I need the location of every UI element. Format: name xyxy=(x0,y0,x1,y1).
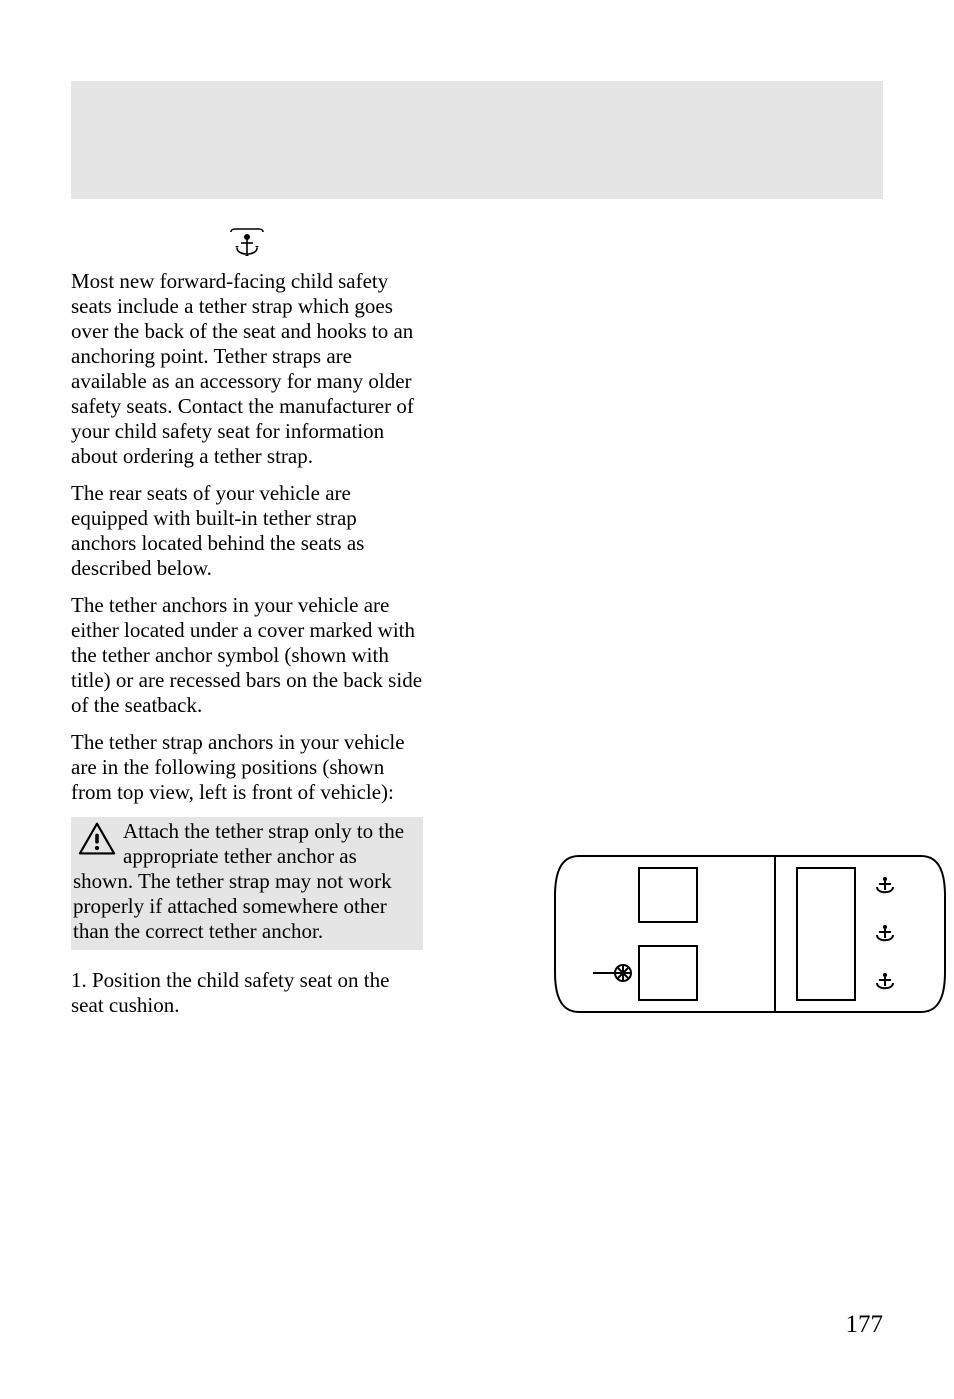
page-content: Most new forward-facing child safety sea… xyxy=(71,228,883,1030)
tether-position-diagram xyxy=(545,846,954,1022)
page-number: 177 xyxy=(846,1311,884,1339)
tether-symbol-row xyxy=(71,228,423,267)
paragraph-positions: The tether strap anchors in your vehicle… xyxy=(71,730,423,805)
warning-icon xyxy=(77,821,117,857)
left-column: Most new forward-facing child safety sea… xyxy=(71,269,423,1018)
paragraph-anchor-locations: The tether anchors in your vehicle are e… xyxy=(71,593,423,718)
header-banner xyxy=(71,81,883,199)
paragraph-step1: 1. Position the child safety seat on the… xyxy=(71,968,423,1018)
paragraph-rear-seats: The rear seats of your vehicle are equip… xyxy=(71,481,423,581)
warning-callout: Attach the tether strap only to the appr… xyxy=(71,817,423,950)
tether-anchor-icon xyxy=(227,228,267,262)
warning-text: Attach the tether strap only to the appr… xyxy=(73,819,404,943)
paragraph-intro: Most new forward-facing child safety sea… xyxy=(71,269,423,469)
